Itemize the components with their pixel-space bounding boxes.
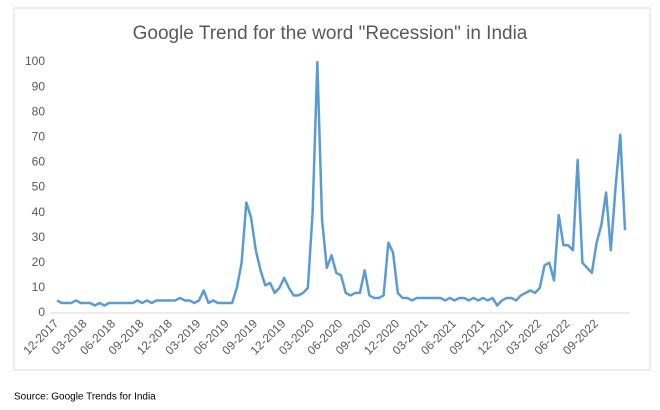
source: Source: Google Trends for India (14, 392, 156, 403)
y-tick-label: 60 (32, 155, 46, 169)
y-tick-label: 80 (32, 104, 46, 118)
trend-line (56, 60, 627, 307)
chart-frame (13, 7, 651, 371)
y-tick-label: 50 (32, 180, 46, 194)
y-tick-label: 90 (32, 79, 46, 93)
y-tick-label: 70 (32, 129, 46, 143)
y-tick-label: 100 (25, 54, 45, 68)
y-tick-label: 30 (32, 230, 46, 244)
y-tick-label: 0 (38, 305, 45, 319)
chart-title: Google Trend for the word "Recession" in… (133, 23, 528, 44)
y-tick-label: 20 (32, 255, 46, 269)
y-tick-label: 40 (32, 205, 46, 219)
y-tick-label: 10 (32, 280, 46, 294)
